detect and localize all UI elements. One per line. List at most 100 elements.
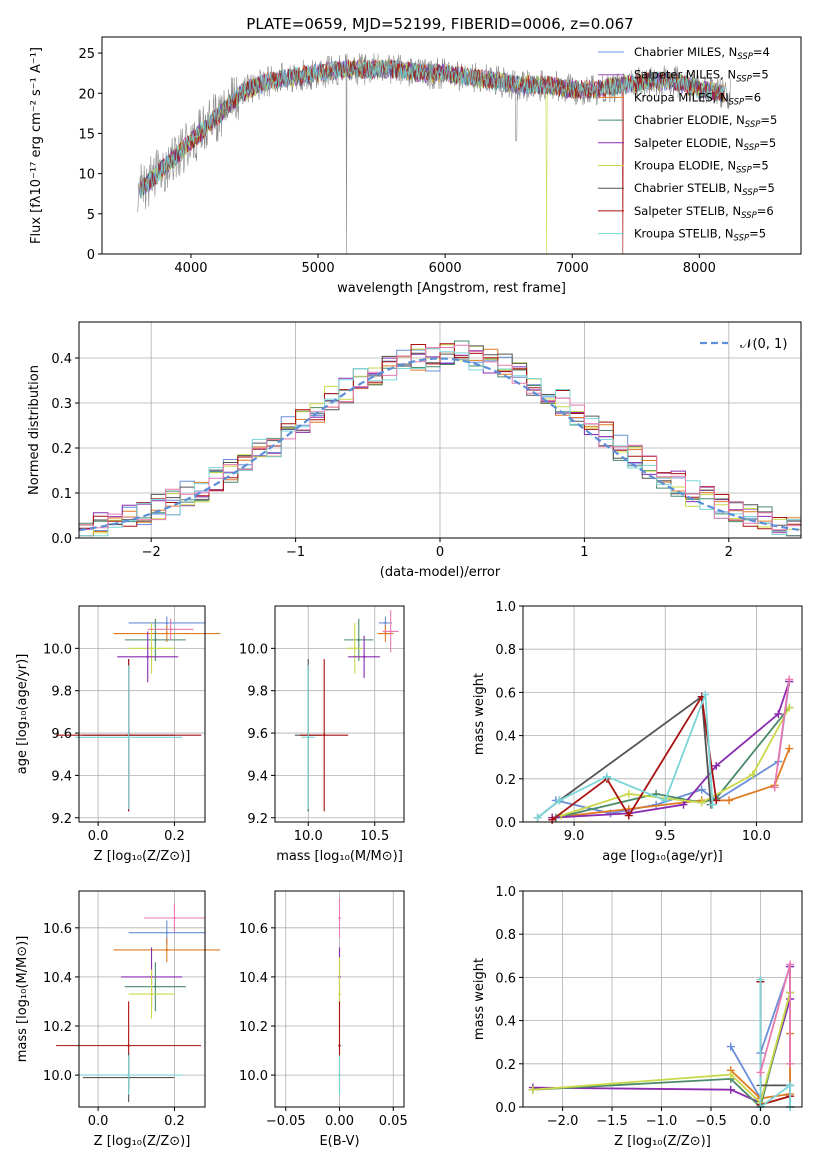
y-tick-label: 0.0 <box>51 532 72 547</box>
y-axis-label: mass [log₁₀(M/M⊙)] <box>15 936 30 1063</box>
x-tick-label: 2 <box>725 545 733 560</box>
y-axis-label: mass weight <box>472 673 487 755</box>
y-tick-label: 9.2 <box>247 812 268 827</box>
y-tick-label: 20 <box>78 87 95 102</box>
y-axis-label: Flux [fλ10⁻¹⁷ erg cm⁻² s⁻¹ A⁻¹] <box>29 47 44 244</box>
x-tick-label: −2.0 <box>547 1114 579 1129</box>
weight-marker <box>533 813 542 822</box>
x-tick-label: 10.5 <box>360 829 389 844</box>
data-point <box>338 992 341 996</box>
y-tick-label: 9.6 <box>247 727 268 742</box>
x-tick-label: 5000 <box>302 261 335 276</box>
data-point <box>127 1073 130 1077</box>
weight-marker <box>701 690 710 699</box>
legend-label: Salpeter STELIB, NSSP=6 <box>634 204 774 221</box>
weight-marker <box>712 761 721 770</box>
y-tick-label: 10.2 <box>43 1020 72 1035</box>
y-tick-label: 9.8 <box>247 685 268 700</box>
panel-mass_vs_Z: 0.0 0.2 10.0 10.2 10.4 10.6 Z [log₁₀(Z/Z⊙)] mas… <box>15 890 221 1149</box>
weight-marker <box>712 796 721 805</box>
x-tick-label: −1.5 <box>596 1114 628 1129</box>
plot-area <box>56 616 221 812</box>
x-tick-label: 0.0 <box>88 1114 109 1129</box>
legend-label: Kroupa MILES, NSSP=6 <box>634 90 761 107</box>
weight-marker <box>756 1068 765 1077</box>
data-point <box>150 992 153 996</box>
weight-marker <box>726 1070 735 1079</box>
panel-weight_vs_age: 9.0 9.5 10.0 0.0 0.2 0.4 0.6 0.8 1.0 age [log₁₀(a… <box>472 600 803 864</box>
y-tick-label: 10.0 <box>239 642 268 657</box>
x-tick-label: 0 <box>436 545 444 560</box>
y-tick-label: 10.4 <box>239 971 268 986</box>
weight-marker <box>679 800 688 809</box>
data-point <box>173 916 176 920</box>
weight-line <box>555 681 791 815</box>
weight-marker <box>770 783 779 792</box>
weight-marker <box>548 815 557 824</box>
weight-marker <box>786 960 795 969</box>
weight-marker <box>697 785 706 794</box>
x-tick-label: 8000 <box>683 261 716 276</box>
legend-label: Chabrier ELODIE, NSSP=5 <box>634 113 777 130</box>
data-point <box>357 638 360 642</box>
data-point <box>127 736 130 739</box>
weight-marker <box>624 789 633 798</box>
data-point <box>150 647 153 650</box>
y-tick-label: 0.2 <box>51 442 72 457</box>
x-tick-label: 10.0 <box>294 829 323 844</box>
x-tick-label: −1 <box>286 545 305 560</box>
weight-marker <box>748 770 757 779</box>
x-tick-label: 9.0 <box>564 829 585 844</box>
legend-label: Salpeter MILES, NSSP=5 <box>634 68 769 85</box>
panel-age_vs_mass: 10.0 10.5 9.2 9.4 9.6 9.8 10.0 mass [log₁₀(M/M⊙… <box>239 605 405 864</box>
panel-spectrum: 4000 5000 6000 7000 8000 0 5 10 15 20 25 wavelength… <box>29 36 802 296</box>
x-tick-label: 0.00 <box>325 1114 354 1129</box>
y-tick-label: 10.6 <box>43 922 72 937</box>
data-point <box>165 931 169 934</box>
y-tick-label: 10.0 <box>239 1069 268 1084</box>
data-point <box>338 916 341 920</box>
weight-line <box>759 964 791 1073</box>
x-axis-label: Z [log₁₀(Z/Z⊙)] <box>614 1134 711 1149</box>
x-axis-label: Z [log₁₀(Z/Z⊙)] <box>94 1134 191 1149</box>
weight-marker <box>786 1081 795 1090</box>
x-tick-label: 10.0 <box>742 829 771 844</box>
legend-label: Chabrier MILES, NSSP=4 <box>634 45 770 62</box>
weight-line <box>532 992 791 1105</box>
data-point <box>323 733 326 737</box>
x-axis-label: age [log₁₀(age/yr)] <box>602 849 723 864</box>
panel-weight_vs_Z: −2.0 −1.5 −1.0 −0.5 0.0 0.0 0.2 0.4 0.6 0.8 1.0 Z [… <box>472 885 803 1149</box>
x-tick-label: 0.05 <box>379 1114 408 1129</box>
gaussian-curve <box>79 357 801 532</box>
x-tick-label: −0.05 <box>266 1114 306 1129</box>
y-tick-label: 0.0 <box>495 816 516 831</box>
data-point <box>307 736 310 739</box>
data-point <box>165 948 169 952</box>
weight-marker <box>726 1085 735 1094</box>
y-tick-label: 10.0 <box>43 642 72 657</box>
data-point <box>338 1073 341 1077</box>
x-axis-label: E(B-V) <box>319 1134 359 1149</box>
weight-line <box>537 694 714 819</box>
model-spectrum-salpeter-stelib <box>139 59 725 255</box>
weight-line <box>555 706 790 819</box>
x-tick-label: 4000 <box>174 261 207 276</box>
weight-marker <box>602 772 611 781</box>
axes-frame <box>522 890 803 1108</box>
y-tick-label: 0.8 <box>495 643 516 658</box>
legend-label: Chabrier STELIB, NSSP=5 <box>634 181 775 198</box>
y-tick-label: 0.0 <box>495 1101 516 1116</box>
y-tick-label: 0.6 <box>495 971 516 986</box>
weight-marker <box>661 796 670 805</box>
x-tick-label: 6000 <box>429 261 462 276</box>
axes-frame <box>274 605 405 823</box>
histogram-step <box>79 344 801 531</box>
y-axis-label: Normed distribution <box>27 365 42 495</box>
weight-line <box>552 681 791 819</box>
y-tick-label: 0.4 <box>495 730 516 745</box>
legend-label: Kroupa ELODIE, NSSP=5 <box>634 159 769 176</box>
y-tick-label: 0.4 <box>51 352 72 367</box>
plot-area <box>338 898 341 1095</box>
x-tick-label: 7000 <box>556 261 589 276</box>
